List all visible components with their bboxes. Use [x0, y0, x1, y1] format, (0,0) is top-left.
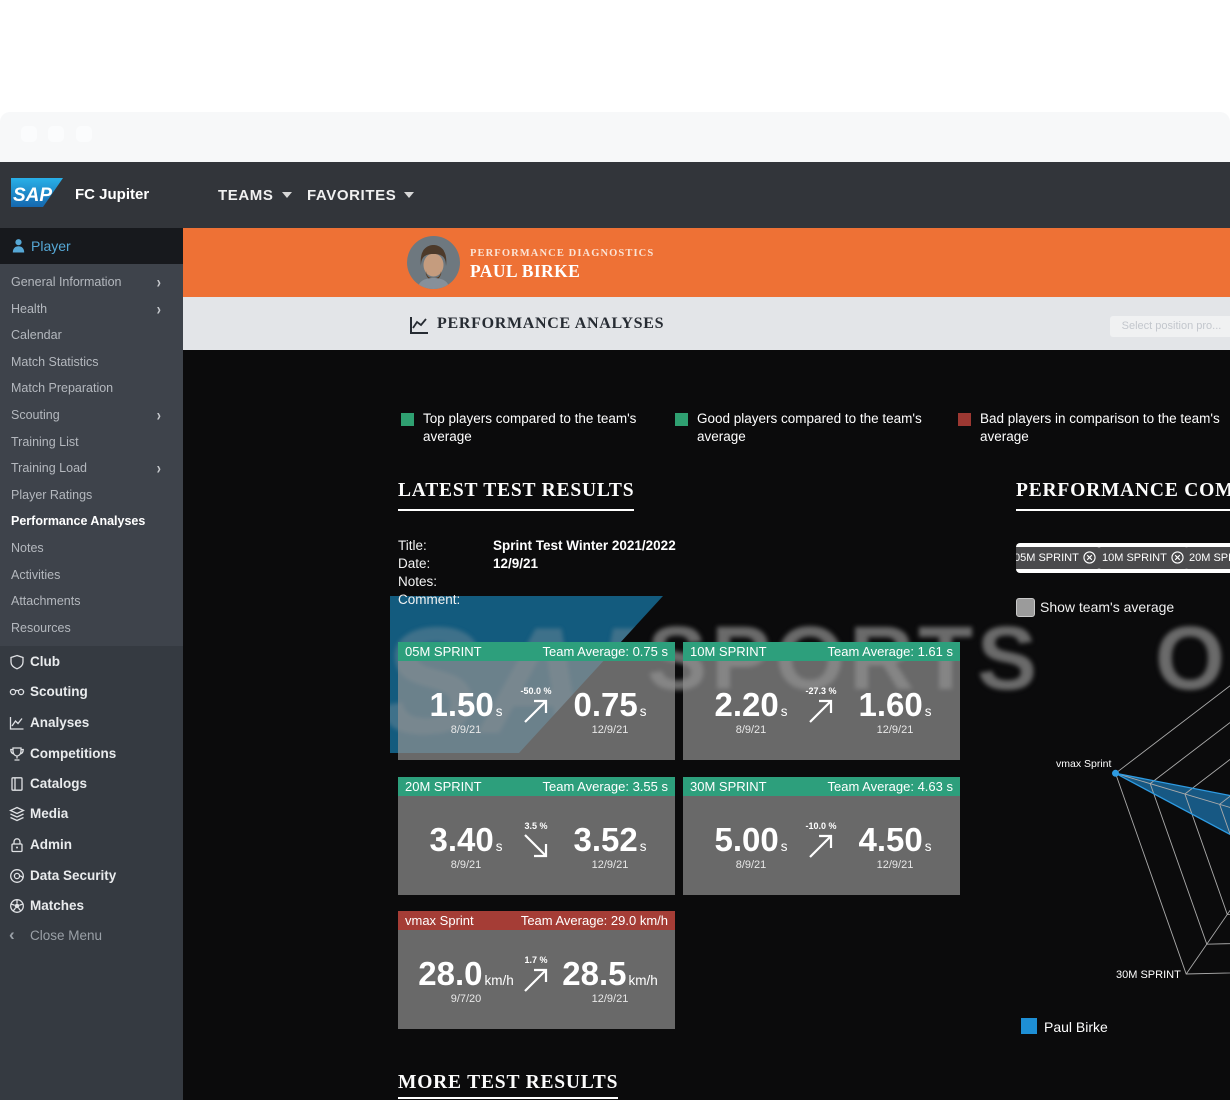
svg-text:SAP: SAP	[13, 185, 52, 206]
